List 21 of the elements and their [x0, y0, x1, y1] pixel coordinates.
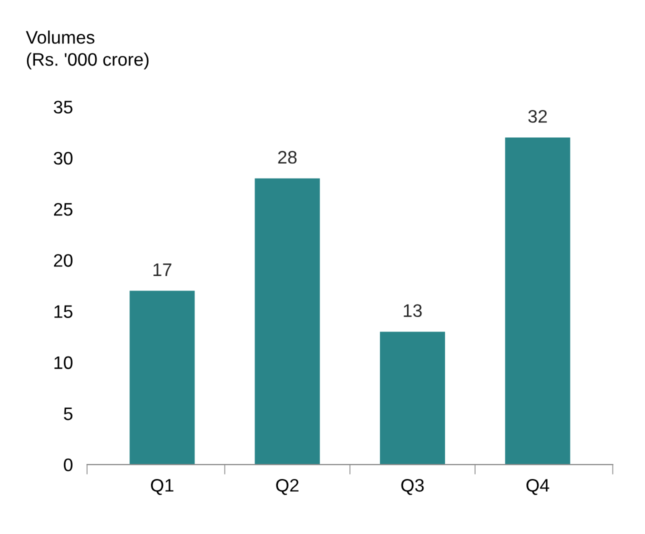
bar — [380, 332, 446, 465]
data-label: 13 — [404, 304, 422, 318]
bar — [254, 178, 320, 465]
y-tick-label: 25 — [54, 202, 72, 216]
bar — [505, 137, 570, 465]
bar — [130, 290, 195, 465]
y-tick-label: 15 — [54, 305, 72, 318]
x-tick-label: Q2 — [276, 478, 298, 495]
data-label: 32 — [528, 110, 547, 123]
x-tick-label: Q3 — [401, 478, 424, 495]
data-label: 28 — [278, 150, 297, 164]
y-tick-label: 10 — [54, 356, 72, 370]
x-tick-label: Q4 — [526, 478, 550, 495]
x-tick-label: Q1 — [150, 478, 174, 495]
y-axis-title: Volumes (Rs. '000 crore) — [26, 30, 149, 70]
y-tick-label: 35 — [54, 100, 72, 114]
y-tick-label: 30 — [54, 152, 72, 165]
y-tick-label: 20 — [54, 254, 72, 267]
data-label: 17 — [154, 264, 172, 276]
y-tick-label: 0 — [64, 458, 72, 472]
y-tick-label: 5 — [64, 408, 72, 420]
